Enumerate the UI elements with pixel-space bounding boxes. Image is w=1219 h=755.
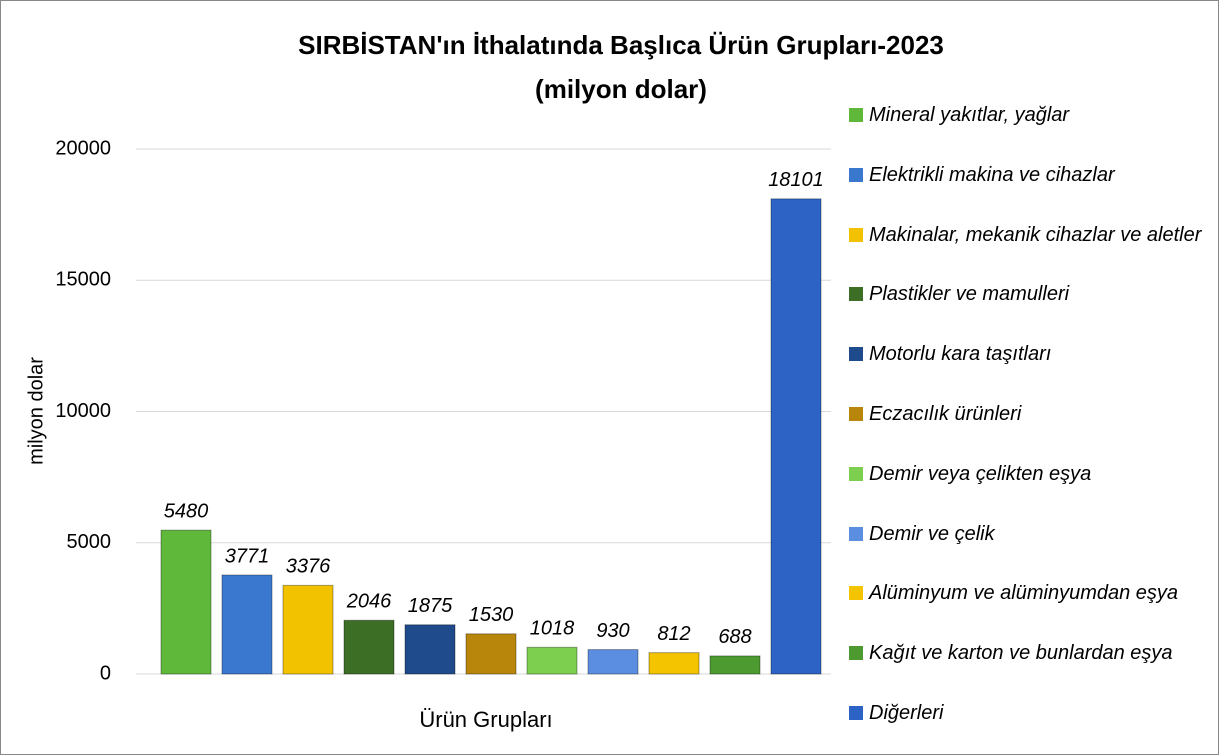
bar	[221, 574, 273, 675]
legend-swatch	[849, 466, 863, 481]
bar	[465, 633, 517, 675]
value-label: 3771	[225, 545, 270, 567]
legend-swatch	[849, 227, 863, 242]
bar	[526, 646, 578, 675]
legend-item: Diğerleri	[849, 701, 1209, 725]
legend-label: Demir ve çelik	[869, 522, 995, 545]
y-tick-label: 0	[100, 662, 111, 684]
legend-label: Eczacılık ürünleri	[869, 403, 1022, 425]
legend-item: Kağıt ve karton ve bunlardan eşya	[849, 641, 1209, 665]
legend-swatch	[849, 287, 863, 302]
legend-label: Mineral yakıtlar, yağlar	[869, 104, 1070, 126]
value-label: 18101	[768, 169, 824, 191]
legend-swatch	[849, 646, 863, 661]
y-tick-label: 10000	[55, 400, 111, 422]
legend-swatch	[849, 407, 863, 421]
value-label: 1018	[530, 618, 575, 640]
bar	[404, 624, 456, 675]
legend-item: Motorlu kara taşıtları	[849, 342, 1209, 366]
legend-item: Eczacılık ürünleri	[849, 402, 1209, 426]
legend-label: Plastikler ve mamulleri	[869, 283, 1070, 306]
chart-title: SIRBİSTAN'ın İthalatında Başlıca Ürün Gr…	[298, 30, 944, 60]
legend-item: Mineral yakıtlar, yağlar	[849, 103, 1209, 127]
legend-item: Demir ve çelik	[849, 522, 1209, 546]
value-label: 5480	[164, 500, 209, 522]
value-label: 812	[657, 623, 690, 645]
legend-swatch	[849, 347, 863, 362]
legend-label: Diğerleri	[869, 702, 944, 724]
y-tick-label: 15000	[55, 269, 111, 291]
legend-swatch	[849, 108, 863, 122]
value-label: 1875	[408, 595, 453, 617]
bar	[343, 619, 395, 675]
bar	[160, 529, 212, 675]
legend-item: Makinalar, mekanik cihazlar ve aletler	[849, 223, 1209, 247]
legend-label: Demir veya çelikten eşya	[869, 462, 1092, 485]
legend-label: Makinalar, mekanik cihazlar ve aletler	[869, 223, 1202, 246]
legend-item: Elektrikli makina ve cihazlar	[849, 163, 1209, 187]
bar	[770, 198, 822, 675]
bar	[648, 652, 700, 675]
legend-swatch	[849, 586, 863, 601]
legend-label: Kağıt ve karton ve bunlardan eşya	[869, 642, 1173, 665]
x-axis-label: Ürün Grupları	[419, 707, 552, 732]
y-tick-label: 20000	[55, 137, 111, 159]
value-label: 930	[596, 620, 629, 642]
value-label: 1530	[469, 604, 514, 626]
legend-swatch	[849, 706, 863, 720]
value-label: 3376	[286, 556, 331, 578]
legend-swatch	[849, 167, 863, 182]
legend-item: Demir veya çelikten eşya	[849, 462, 1209, 486]
legend-item: Alüminyum ve alüminyumdan eşya	[849, 581, 1209, 605]
bar	[587, 649, 639, 675]
value-label: 688	[718, 626, 751, 648]
legend-label: Elektrikli makina ve cihazlar	[869, 163, 1115, 186]
legend-label: Motorlu kara taşıtları	[869, 343, 1052, 366]
bar	[282, 584, 334, 675]
bar	[709, 655, 761, 675]
value-label: 2046	[346, 591, 392, 613]
legend-swatch	[849, 526, 863, 541]
y-axis-label: milyon dolar	[25, 357, 47, 465]
chart-subtitle: (milyon dolar)	[535, 74, 707, 104]
legend-label: Alüminyum ve alüminyumdan eşya	[869, 582, 1179, 605]
y-tick-label: 5000	[67, 531, 112, 553]
legend-item: Plastikler ve mamulleri	[849, 282, 1209, 306]
